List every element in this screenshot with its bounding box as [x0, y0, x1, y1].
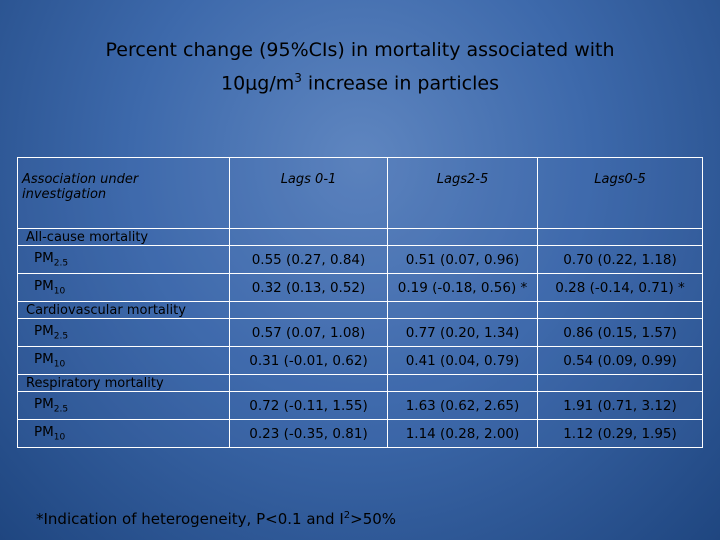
results-table: Association under investigation Lags 0-1… [17, 157, 703, 448]
section-label: Cardiovascular mortality [17, 301, 230, 319]
value-cell: 0.41 (0.04, 0.79) [387, 346, 538, 375]
value-cell: 0.23 (-0.35, 0.81) [229, 419, 388, 448]
section-empty-cell [537, 374, 703, 392]
pollutant-subscript: 2.5 [53, 258, 69, 269]
table-row: PM2.5 0.57 (0.07, 1.08) 0.77 (0.20, 1.34) 0… [17, 318, 703, 347]
pollutant-label: PM [34, 250, 54, 267]
value-cell: 0.77 (0.20, 1.34) [387, 318, 538, 347]
section-empty-cell [387, 228, 538, 246]
footnote: *Indication of heterogeneity, P<0.1 and … [36, 510, 396, 528]
section-label: Respiratory mortality [17, 374, 230, 392]
pollutant-subscript: 10 [53, 432, 66, 443]
section-empty-cell [387, 374, 538, 392]
title-line-1: Percent change (95%CIs) in mortality ass… [105, 39, 615, 61]
title-line-2: 10μg/m3 increase in particles [0, 64, 720, 97]
value-cell: 0.51 (0.07, 0.96) [387, 245, 538, 274]
section-empty-cell [537, 301, 703, 319]
header-association: Association under investigation [17, 157, 230, 229]
value-cell: 0.72 (-0.11, 1.55) [229, 391, 388, 420]
table-header-row: Association under investigation Lags 0-1… [17, 157, 703, 229]
pollutant-cell: PM2.5 [17, 318, 230, 347]
section-row: All-cause mortality [17, 228, 703, 246]
value-cell: 0.54 (0.09, 0.99) [537, 346, 703, 375]
slide-title: Percent change (95%CIs) in mortality ass… [0, 36, 720, 97]
title-line-2-sup: 3 [294, 71, 302, 85]
header-lags-0-5: Lags0-5 [537, 157, 703, 229]
value-cell: 0.55 (0.27, 0.84) [229, 245, 388, 274]
pollutant-cell: PM2.5 [17, 245, 230, 274]
section-empty-cell [537, 228, 703, 246]
value-cell: 1.14 (0.28, 2.00) [387, 419, 538, 448]
value-cell: 0.86 (0.15, 1.57) [537, 318, 703, 347]
pollutant-label: PM [34, 323, 54, 340]
header-lags-0-1: Lags 0-1 [229, 157, 388, 229]
value-cell: 1.63 (0.62, 2.65) [387, 391, 538, 420]
pollutant-cell: PM10 [17, 273, 230, 302]
value-cell: 1.91 (0.71, 3.12) [537, 391, 703, 420]
pollutant-subscript: 2.5 [53, 404, 69, 415]
pollutant-subscript: 10 [53, 286, 66, 297]
pollutant-label: PM [34, 396, 54, 413]
pollutant-subscript: 10 [53, 359, 66, 370]
value-cell: 0.32 (0.13, 0.52) [229, 273, 388, 302]
table-row: PM10 0.32 (0.13, 0.52) 0.19 (-0.18, 0.56) … [17, 273, 703, 302]
results-table-container: Association under investigation Lags 0-1… [17, 157, 703, 497]
footnote-sup: 2 [343, 510, 351, 521]
header-lags-2-5: Lags2-5 [387, 157, 538, 229]
value-cell: 0.70 (0.22, 1.18) [537, 245, 703, 274]
value-cell: 0.57 (0.07, 1.08) [229, 318, 388, 347]
value-cell: 0.28 (-0.14, 0.71) * [537, 273, 703, 302]
pollutant-label: PM [34, 351, 54, 368]
section-row: Cardiovascular mortality [17, 301, 703, 319]
table-row: PM10 0.23 (-0.35, 0.81) 1.14 (0.28, 2.00) 1… [17, 419, 703, 448]
section-label: All-cause mortality [17, 228, 230, 246]
value-cell: 0.31 (-0.01, 0.62) [229, 346, 388, 375]
section-empty-cell [229, 374, 388, 392]
title-line-2-post: increase in particles [301, 72, 499, 95]
pollutant-cell: PM2.5 [17, 391, 230, 420]
section-empty-cell [229, 228, 388, 246]
table-row: PM2.5 0.72 (-0.11, 1.55) 1.63 (0.62, 2.65)… [17, 391, 703, 420]
pollutant-cell: PM10 [17, 346, 230, 375]
pollutant-label: PM [34, 424, 54, 441]
pollutant-label: PM [34, 278, 54, 295]
table-row: PM2.5 0.55 (0.27, 0.84) 0.51 (0.07, 0.96) 0… [17, 245, 703, 274]
title-line-2-pre: 10μg/m [221, 72, 295, 95]
pollutant-subscript: 2.5 [53, 331, 69, 342]
footnote-pre: *Indication of heterogeneity, P<0.1 and … [36, 510, 344, 528]
footnote-post: >50% [350, 510, 397, 528]
value-cell: 0.19 (-0.18, 0.56) * [387, 273, 538, 302]
section-empty-cell [229, 301, 388, 319]
section-empty-cell [387, 301, 538, 319]
section-row: Respiratory mortality [17, 374, 703, 392]
table-row: PM10 0.31 (-0.01, 0.62) 0.41 (0.04, 0.79) 0… [17, 346, 703, 375]
pollutant-cell: PM10 [17, 419, 230, 448]
value-cell: 1.12 (0.29, 1.95) [537, 419, 703, 448]
